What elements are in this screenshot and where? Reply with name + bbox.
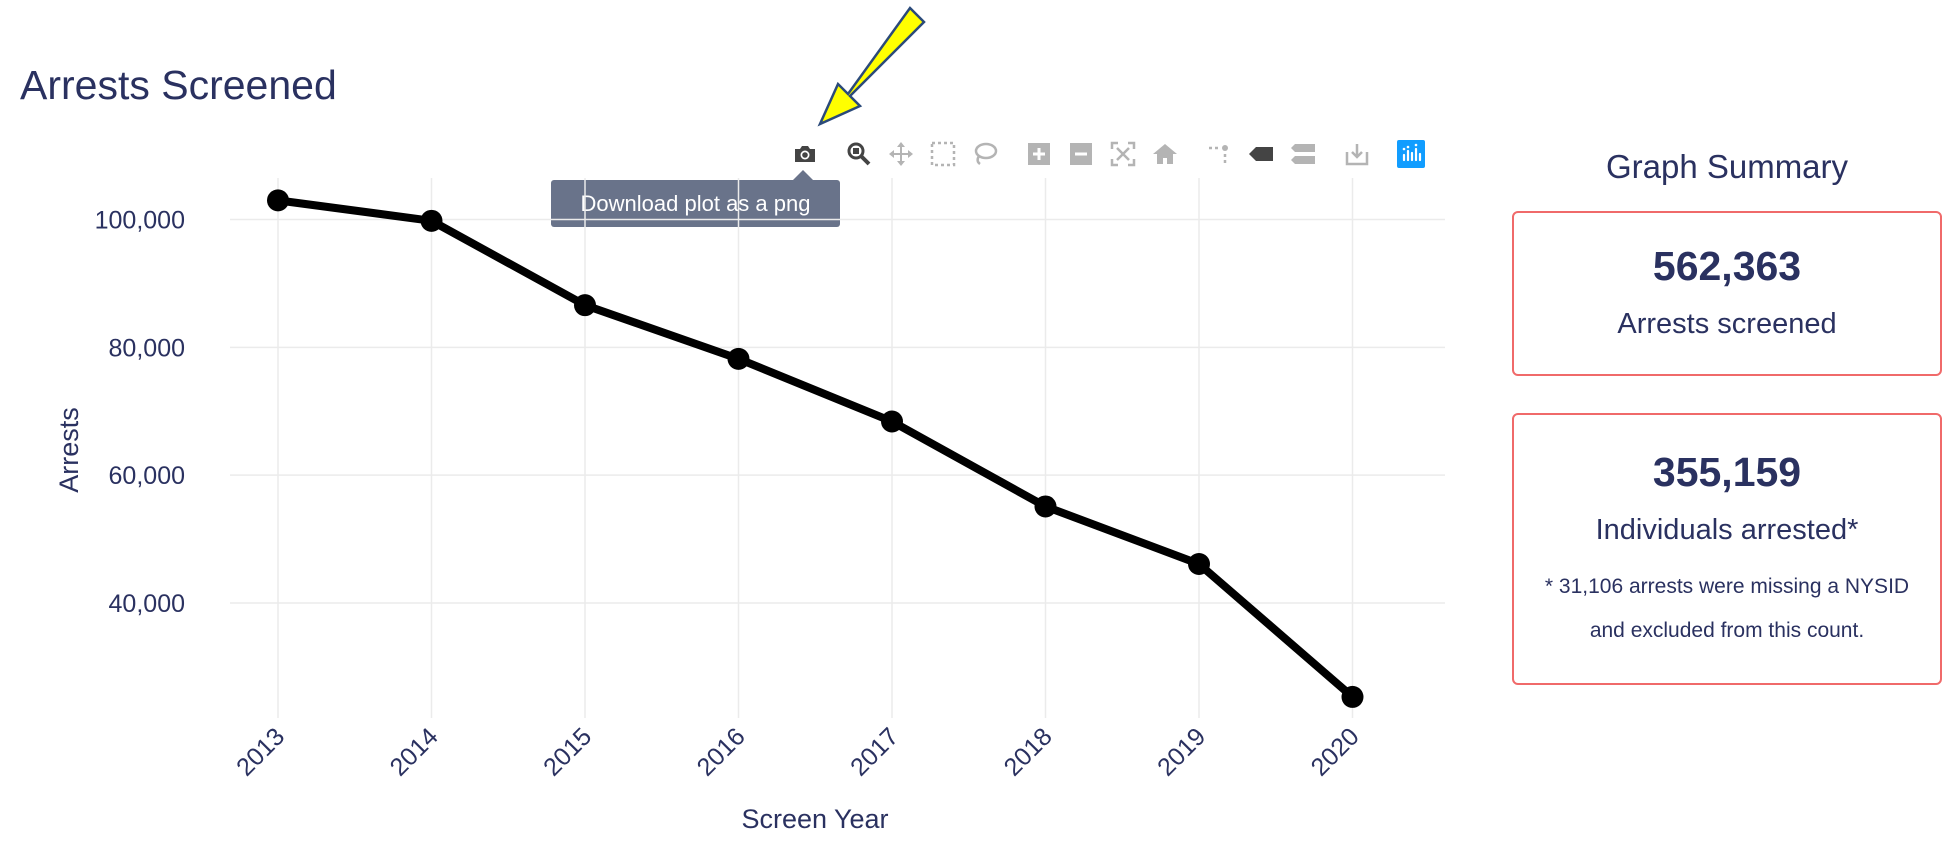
y-tick-label: 80,000 [109,334,185,362]
x-tick-label: 2013 [231,722,290,781]
zoom-out-button[interactable] [1066,139,1096,169]
zoom-out-icon [1070,143,1092,165]
reset-axes-button[interactable] [1150,139,1180,169]
x-tick-label: 2018 [999,722,1058,781]
data-point-2013 [267,189,289,212]
box-select-icon [930,141,956,167]
pan-icon [889,142,913,166]
x-axis-label: Screen Year [741,804,888,834]
arrests-screened-value: 562,363 [1652,243,1802,289]
summary-card-individuals: 355,159 Individuals arrested* * 31,106 a… [1512,413,1942,685]
reset-axes-icon [1153,144,1177,164]
y-axis-ticks: 40,000 60,000 80,000 100,000 [95,207,185,618]
zoom-in-button[interactable] [1024,139,1054,169]
series-points-layer [267,189,1364,708]
data-point-2019 [1188,552,1210,575]
lasso-select-button[interactable] [970,139,1000,169]
footnote-line-2: and excluded from this count. [1589,619,1865,642]
spike-lines-icon [1209,145,1228,164]
data-point-2017 [881,410,903,433]
page-title: Arrests Screened [20,62,337,108]
x-tick-label: 2017 [845,722,904,781]
lasso-select-icon [974,142,998,166]
autoscale-icon [1110,141,1136,167]
x-axis-ticks: 2013 2014 2015 2016 2017 2018 2019 2020 [231,722,1365,781]
individuals-arrested-footnote: * 31,106 arrests were missing a NYSID an… [1514,565,1940,653]
x-tick-label: 2014 [385,722,444,781]
zoom-in-icon [1028,143,1050,165]
summary-card-arrests: 562,363 Arrests screened [1512,211,1942,376]
individuals-arrested-value: 355,159 [1652,449,1802,495]
arrests-screened-label: Arrests screened [1617,308,1837,340]
hover-compare-button[interactable] [1288,139,1318,169]
y-axis-label: Arrests [54,407,84,493]
y-tick-label: 40,000 [109,590,185,618]
download-button[interactable] [1342,139,1372,169]
individuals-arrested-label: Individuals arrested* [1595,514,1859,546]
zoom-icon [847,142,871,166]
data-point-2016 [727,347,750,370]
series-line [277,196,1356,700]
hover-closest-button[interactable] [1246,139,1276,169]
data-point-2014 [420,209,443,232]
x-tick-label: 2020 [1306,722,1365,781]
camera-icon [795,146,815,162]
x-tick-label: 2019 [1152,722,1211,781]
y-tick-label: 100,000 [95,207,185,235]
chart-grid [230,178,1445,718]
annotation-arrow [817,6,926,127]
series-line-layer [277,196,1356,700]
data-point-2018 [1034,495,1057,518]
download-tooltip: Download plot as a png [551,170,840,227]
footnote-line-1: * 31,106 arrests were missing a NYSID [1544,575,1910,598]
plotly-logo-button[interactable] [1396,139,1426,169]
pan-button[interactable] [886,139,916,169]
zoom-button[interactable] [844,139,874,169]
data-point-2020 [1341,685,1364,708]
x-tick-label: 2015 [538,722,597,781]
plotly-logo-icon [1397,140,1425,168]
graph-summary-title: Graph Summary [1605,148,1849,185]
autoscale-button[interactable] [1108,139,1138,169]
hover-compare-icon [1291,144,1315,164]
box-select-button[interactable] [928,139,958,169]
x-tick-label: 2016 [692,722,751,781]
plot-modebar [790,134,1438,174]
download-png-button[interactable] [790,139,820,169]
hover-closest-icon [1249,147,1273,161]
y-tick-label: 60,000 [109,462,185,490]
data-point-2015 [574,294,596,317]
download-icon [1345,144,1369,166]
spike-lines-button[interactable] [1204,139,1234,169]
